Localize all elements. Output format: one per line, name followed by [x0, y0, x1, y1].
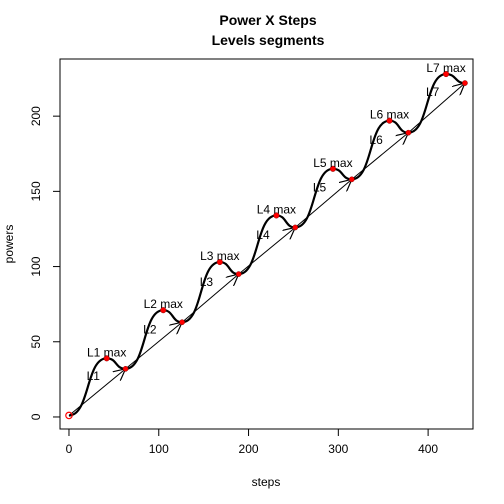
max-label: L6 max	[370, 108, 409, 122]
chart-title: Power X Steps	[219, 12, 316, 28]
max-point	[160, 307, 167, 314]
max-label: L1 max	[87, 345, 126, 359]
segment-label: L1	[87, 369, 101, 383]
max-point	[216, 258, 223, 266]
segment-arrow	[125, 322, 183, 370]
segment-label: L7	[426, 85, 440, 99]
plot-content: L1 max L2 max L3 max L4 max L5 max L6 max L7 m…	[65, 61, 468, 420]
level-curve	[351, 119, 409, 181]
segment-label: L2	[143, 323, 157, 337]
segment-label: L6	[369, 133, 383, 147]
level-curve	[295, 167, 352, 229]
level-curve	[238, 214, 296, 276]
max-label: L3 max	[200, 249, 239, 263]
chart-subtitle: Levels segments	[212, 32, 325, 48]
segment-point	[348, 176, 355, 183]
y-tick-label: 100	[29, 256, 43, 276]
segment-point	[405, 129, 412, 136]
segment-arrow	[181, 274, 239, 323]
x-tick-label: 300	[328, 442, 348, 456]
segment-point	[122, 365, 129, 372]
x-axis-label: steps	[252, 475, 281, 489]
segment-arrow	[408, 83, 465, 134]
y-tick-label: 0	[29, 413, 43, 420]
y-axis: 0 50 100 150 200	[29, 106, 61, 420]
y-tick-label: 200	[29, 106, 43, 126]
max-point	[386, 117, 393, 124]
segment-arrow	[294, 179, 352, 228]
max-point	[103, 355, 110, 362]
level-curve	[181, 260, 239, 324]
segment-arrow	[351, 133, 409, 180]
start-point	[65, 411, 73, 420]
y-tick-label: 50	[29, 335, 43, 349]
segment-label: L3	[200, 275, 214, 289]
segment-label: L4	[256, 228, 270, 242]
max-point	[273, 212, 280, 219]
segment-arrow	[238, 227, 296, 275]
segment-point	[179, 319, 185, 326]
x-tick-label: 200	[239, 442, 259, 456]
segment-arrow	[68, 369, 126, 416]
plot-area-frame	[59, 58, 474, 430]
max-label: L5 max	[313, 156, 352, 170]
level-curve	[125, 309, 183, 370]
level-curve	[68, 357, 126, 417]
max-point	[329, 165, 336, 172]
y-axis-label: powers	[2, 225, 16, 264]
x-tick-label: 400	[418, 442, 438, 456]
max-label: L2 max	[144, 297, 183, 311]
segment-point	[235, 271, 242, 277]
level-curve	[408, 72, 466, 134]
max-point	[443, 70, 450, 78]
y-tick-label: 150	[29, 181, 43, 201]
max-label: L4 max	[257, 202, 296, 216]
x-tick-label: 0	[66, 442, 73, 456]
x-tick-label: 100	[149, 442, 169, 456]
segment-label: L5	[313, 180, 327, 194]
max-label: L7 max	[426, 61, 465, 75]
segment-point	[462, 80, 468, 86]
segment-point	[292, 224, 299, 231]
x-axis: 0 100 200 300 400	[66, 428, 438, 456]
